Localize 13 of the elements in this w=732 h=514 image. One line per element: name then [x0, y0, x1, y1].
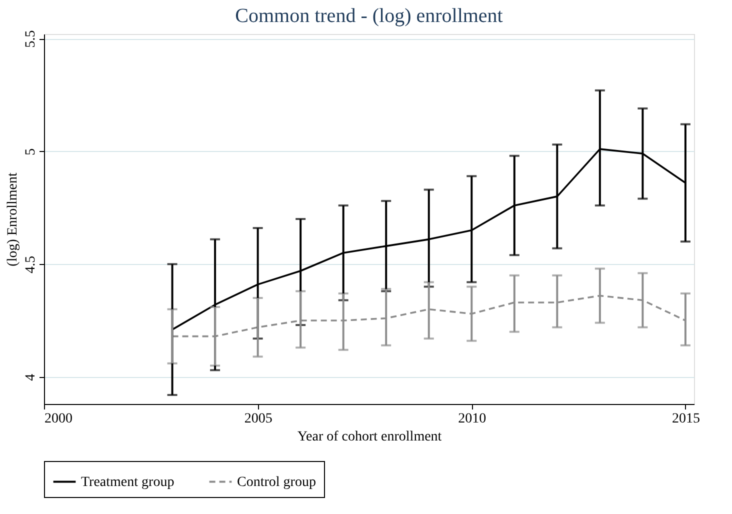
- y-axis-title: (log) Enrollment: [6, 172, 20, 266]
- y-tick-label: 4.5: [24, 256, 38, 274]
- x-axis-title: Year of cohort enrollment: [297, 430, 442, 444]
- y-tick-label: 4: [24, 374, 38, 381]
- x-tick-label: 2005: [244, 412, 272, 426]
- chart-title: Common trend - (log) enrollment: [235, 4, 504, 27]
- y-tick-label: 5: [24, 148, 38, 156]
- y-tick-label: 5.5: [24, 30, 38, 48]
- x-tick-label: 2010: [458, 412, 486, 426]
- legend-label: Control group: [237, 474, 316, 490]
- x-tick-label: 2015: [672, 412, 700, 426]
- x-tick-label: 2000: [44, 412, 72, 426]
- legend-label: Treatment group: [81, 474, 174, 490]
